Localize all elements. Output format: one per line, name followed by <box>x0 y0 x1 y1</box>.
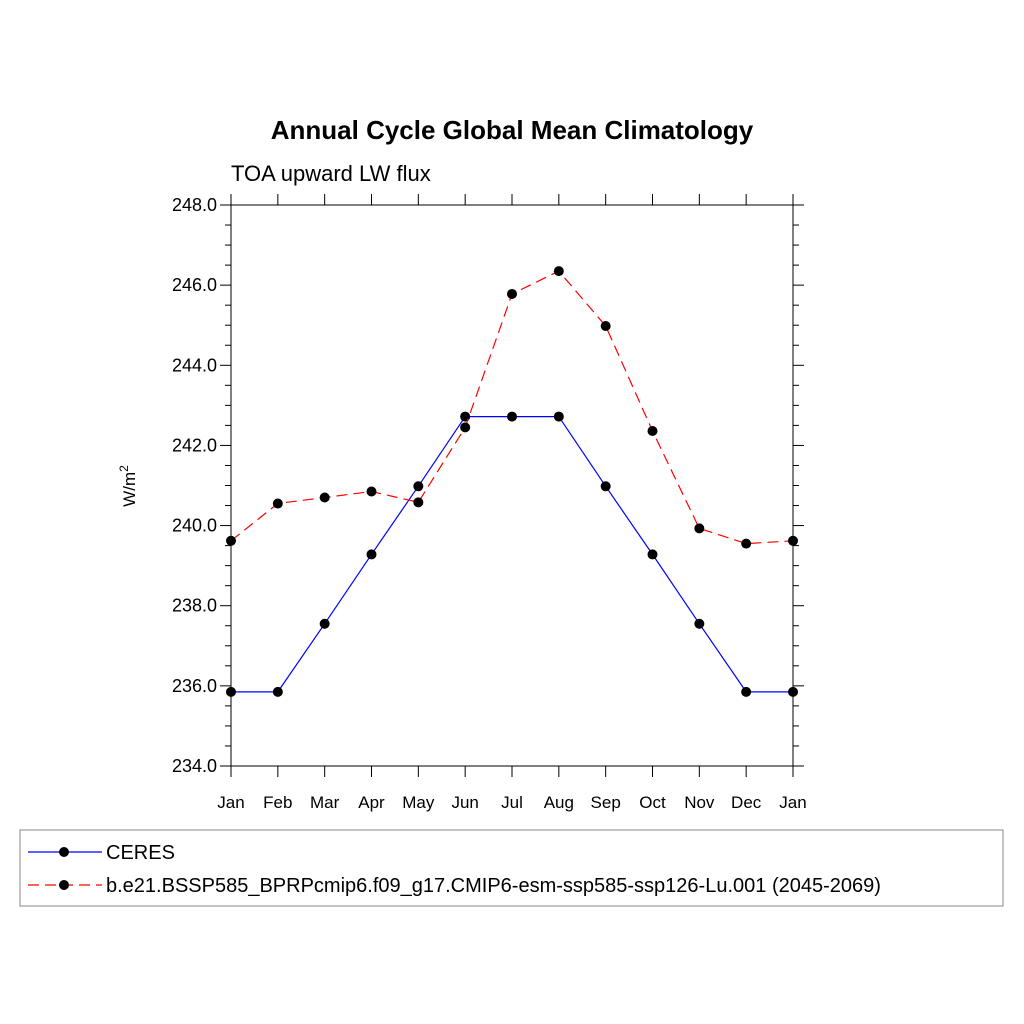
data-point <box>553 266 564 277</box>
data-point <box>741 538 752 549</box>
data-point <box>413 497 424 508</box>
chart-subtitle: TOA upward LW flux <box>231 161 431 186</box>
y-tick-label: 234.0 <box>172 756 217 776</box>
x-tick-label: Mar <box>310 793 340 812</box>
x-tick-label: May <box>402 793 435 812</box>
x-tick-label: Jan <box>217 793 244 812</box>
data-point <box>507 288 517 299</box>
data-point <box>460 422 471 433</box>
x-tick-label: Nov <box>684 793 715 812</box>
x-tick-label: Oct <box>639 793 666 812</box>
data-point <box>319 492 330 503</box>
data-point <box>366 486 377 497</box>
y-tick-label: 242.0 <box>172 435 217 455</box>
legend-box <box>19 829 1004 907</box>
data-point <box>647 549 658 560</box>
y-tick-label: 246.0 <box>172 275 217 295</box>
x-tick-label: Jun <box>451 793 478 812</box>
data-point <box>788 535 798 546</box>
y-tick-label: 236.0 <box>172 676 217 696</box>
y-tick-label: 238.0 <box>172 596 217 616</box>
x-tick-label: Feb <box>263 793 292 812</box>
data-point <box>600 321 611 332</box>
series-line <box>230 270 794 545</box>
legend-label-2: b.e21.BSSP585_BPRPcmip6.f09_g17.CMIP6-es… <box>106 875 881 897</box>
x-tick-label: Jul <box>501 793 523 812</box>
series-2 <box>226 266 798 549</box>
legend-marker-1 <box>59 847 69 857</box>
legend-label-1: CERES <box>106 842 175 864</box>
data-point <box>226 686 236 697</box>
series-layer <box>226 266 798 697</box>
y-axis-label-superscript: 2 <box>117 465 131 472</box>
data-point <box>319 618 330 629</box>
series-1 <box>226 411 798 697</box>
data-point <box>694 618 705 629</box>
series-line <box>231 416 793 693</box>
data-point <box>553 411 564 422</box>
x-tick-label: Jan <box>779 793 806 812</box>
data-point <box>694 523 705 534</box>
data-point <box>600 481 611 492</box>
data-point <box>366 549 377 560</box>
data-point <box>460 411 471 422</box>
y-tick-label: 244.0 <box>172 355 217 375</box>
data-point <box>413 481 424 492</box>
data-point <box>272 498 283 509</box>
x-tick-label: Dec <box>731 793 762 812</box>
data-point <box>226 535 236 546</box>
data-point <box>788 686 798 697</box>
legend-marker-2 <box>59 880 69 890</box>
y-axis-label: W/m2 <box>117 465 139 507</box>
data-point <box>741 686 752 697</box>
y-tick-label: 248.0 <box>172 195 217 215</box>
x-tick-label: Sep <box>591 793 621 812</box>
data-point <box>647 426 658 437</box>
legend: CERES b.e21.BSSP585_BPRPcmip6.f09_g17.CMI… <box>19 829 1004 907</box>
chart-title: Annual Cycle Global Mean Climatology <box>271 115 754 145</box>
data-point <box>507 411 517 422</box>
y-tick-label: 240.0 <box>172 516 217 536</box>
y-axis-label-base: W/m <box>120 472 139 507</box>
x-tick-label: Apr <box>358 793 385 812</box>
plot-axes: 234.0 236.0 238.0 240.0 242.0 244.0 246.0 248.0… <box>172 194 807 812</box>
x-tick-label: Aug <box>544 793 574 812</box>
data-point <box>272 686 283 697</box>
